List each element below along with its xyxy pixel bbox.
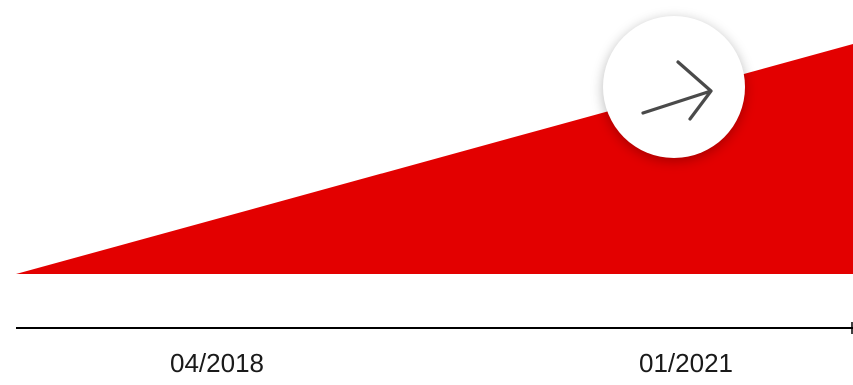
arrow-right-icon: [641, 60, 713, 121]
timeline-start-label: 04/2018: [170, 348, 264, 378]
timeline-end-label: 01/2021: [639, 348, 733, 378]
next-arrow-button[interactable]: [603, 16, 745, 158]
